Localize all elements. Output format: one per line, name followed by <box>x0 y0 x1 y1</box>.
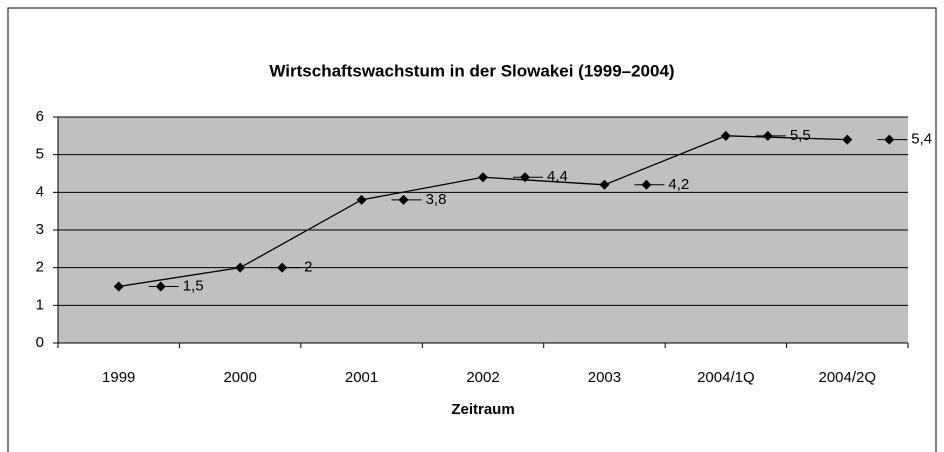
x-tick-label: 2003 <box>588 369 621 386</box>
label-key <box>884 134 895 145</box>
data-label: 2 <box>304 259 312 276</box>
y-tick-label: 2 <box>36 259 44 276</box>
x-tick-label: 2004/1Q <box>697 369 755 386</box>
marker <box>356 194 367 205</box>
label-key <box>398 194 409 205</box>
marker <box>478 172 488 183</box>
label-key <box>277 262 288 273</box>
x-axis-title: Zeitraum <box>451 401 514 418</box>
y-tick-label: 6 <box>36 108 44 125</box>
data-label: 4,4 <box>547 168 568 185</box>
x-tick-label: 2004/2Q <box>819 369 877 386</box>
marker <box>842 134 853 145</box>
data-label: 3,8 <box>426 191 447 208</box>
y-tick-label: 3 <box>36 221 44 238</box>
x-tick-label: 2000 <box>223 369 256 386</box>
y-tick-label: 4 <box>36 183 44 200</box>
y-tick-label: 1 <box>36 296 44 313</box>
y-tick-label: 0 <box>36 334 44 351</box>
data-label: 5,5 <box>790 127 811 144</box>
label-key <box>641 179 652 190</box>
x-tick-label: 2002 <box>466 369 499 386</box>
y-tick-label: 5 <box>36 146 44 163</box>
marker <box>235 262 246 273</box>
label-key <box>762 130 773 141</box>
data-label: 5,4 <box>911 131 932 148</box>
label-key <box>155 281 166 292</box>
x-tick-label: 2001 <box>345 369 378 386</box>
marker <box>720 130 731 141</box>
data-label: 4,2 <box>668 176 689 193</box>
x-tick-label: 1999 <box>102 369 135 386</box>
marker <box>113 281 124 292</box>
data-label: 1,5 <box>183 277 204 294</box>
label-key <box>520 172 530 183</box>
chart-title: Wirtschaftswachstum in der Slowakei (199… <box>269 61 674 80</box>
marker <box>599 179 610 190</box>
